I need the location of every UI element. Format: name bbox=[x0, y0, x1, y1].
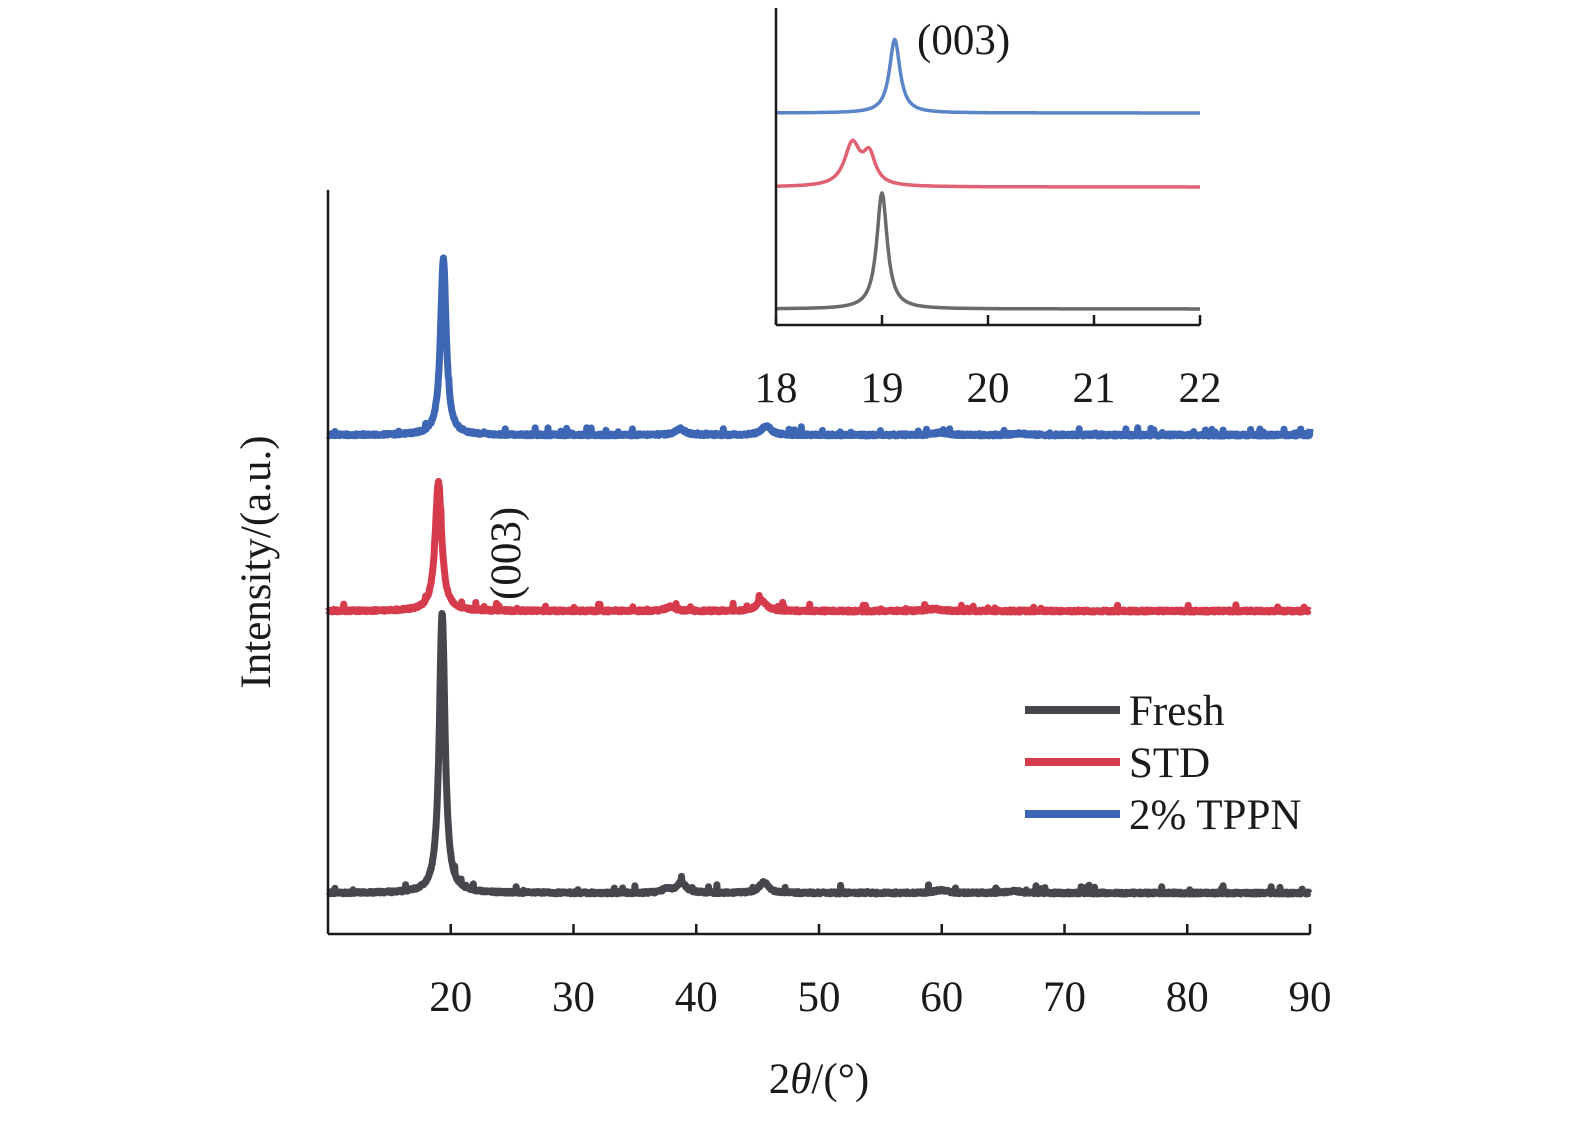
inset-series-line-fresh bbox=[774, 191, 1202, 311]
inset-x-tick-label: 18 bbox=[755, 365, 798, 412]
x-tick-label: 20 bbox=[429, 974, 472, 1021]
x-tick-label: 90 bbox=[1289, 974, 1332, 1021]
x-axis-title-theta: θ bbox=[790, 1056, 811, 1103]
x-tick-label: 40 bbox=[675, 974, 718, 1021]
x-tick-label: 60 bbox=[920, 974, 963, 1021]
x-tick-label: 50 bbox=[798, 974, 841, 1021]
y-axis-title: Intensity/(a.u.) bbox=[233, 435, 280, 688]
main-x-ticks: 20 30 40 50 60 70 80 90 bbox=[429, 924, 1332, 1021]
inset-series-line-std bbox=[774, 138, 1202, 189]
inset-x-ticks: 18 19 20 21 22 bbox=[755, 315, 1222, 412]
inset-x-tick-label: 20 bbox=[967, 365, 1010, 412]
inset-plot: 18 19 20 21 22 (003) bbox=[755, 8, 1222, 412]
x-axis-title: 2θ/(°) bbox=[769, 1056, 869, 1103]
inset-peak-annotation: (003) bbox=[917, 17, 1010, 64]
legend-label: 2% TPPN bbox=[1129, 792, 1301, 839]
series-line-std bbox=[325, 478, 1313, 616]
inset-x-tick-label: 19 bbox=[861, 365, 904, 412]
inset-x-tick-label: 21 bbox=[1073, 365, 1116, 412]
x-tick-label: 80 bbox=[1166, 974, 1209, 1021]
x-axis-title-prefix: 2 bbox=[769, 1056, 791, 1103]
inset-series-line-2-tppn bbox=[774, 37, 1202, 115]
series-line-fresh bbox=[325, 610, 1313, 898]
inset-x-tick-label: 22 bbox=[1179, 365, 1222, 412]
main-plot: 20 30 40 50 60 70 80 90 (003) Intensity/(a.u.) … bbox=[233, 190, 1332, 1103]
legend-label: Fresh bbox=[1129, 688, 1225, 735]
x-tick-label: 70 bbox=[1043, 974, 1086, 1021]
main-peak-annotation: (003) bbox=[483, 507, 530, 600]
main-series-group bbox=[325, 254, 1314, 898]
series-line-2-tppn bbox=[325, 254, 1314, 440]
x-axis-title-unit: /(°) bbox=[811, 1056, 869, 1103]
inset-series-group bbox=[774, 37, 1202, 311]
x-tick-label: 30 bbox=[552, 974, 595, 1021]
legend: Fresh STD 2% TPPN bbox=[1025, 688, 1301, 839]
legend-label: STD bbox=[1129, 740, 1210, 787]
